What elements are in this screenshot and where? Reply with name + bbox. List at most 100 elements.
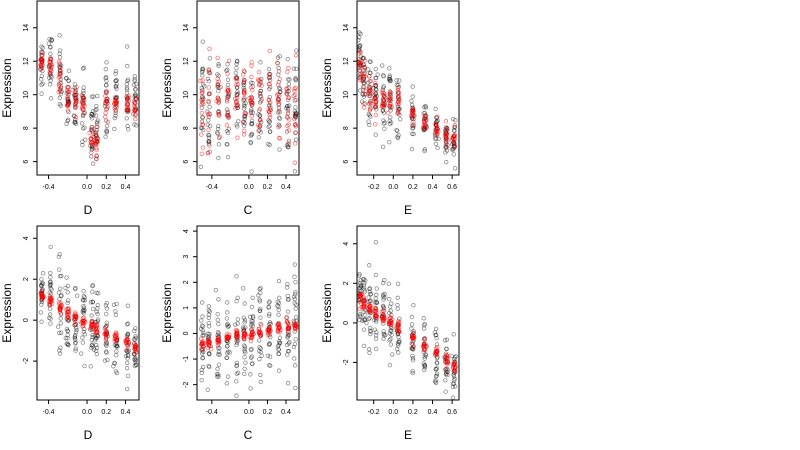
data-point-red (81, 102, 86, 107)
data-point-black (388, 77, 393, 82)
data-point-black (242, 371, 247, 377)
data-point-red (206, 67, 211, 72)
data-point-black (286, 142, 291, 148)
data-point-black (373, 300, 379, 305)
data-point-black (48, 321, 53, 326)
data-point-black (292, 262, 298, 267)
x-tick-label: 0.4 (281, 184, 291, 191)
data-point-black (257, 128, 262, 133)
data-point-black (375, 72, 380, 77)
data-point-black (199, 125, 205, 131)
data-point-black (256, 293, 261, 298)
data-point-black (48, 45, 53, 50)
data-point-black (358, 284, 364, 290)
data-point-black (125, 123, 130, 129)
data-point-red (40, 295, 45, 300)
data-point-black (267, 321, 272, 327)
data-point-black (227, 350, 232, 355)
data-point-red (368, 303, 373, 309)
data-point-red (388, 320, 394, 326)
data-point-red (133, 116, 138, 122)
data-point-black (411, 329, 416, 334)
data-point-black (93, 108, 98, 113)
data-point-black (226, 126, 232, 132)
data-point-red (291, 320, 297, 325)
data-point-black (48, 244, 53, 250)
data-point-black (395, 341, 401, 347)
data-point-black (124, 44, 130, 49)
data-point-black (113, 78, 119, 84)
data-point-black (293, 337, 298, 342)
data-point-black (125, 63, 130, 69)
data-point-black (423, 105, 429, 110)
data-point-black (73, 285, 78, 291)
data-point-black (216, 123, 221, 129)
data-point-red (292, 88, 297, 94)
data-point-black (224, 380, 230, 386)
data-point-black (381, 331, 386, 337)
y-tick-label: -2 (183, 381, 190, 387)
data-point-red (205, 338, 211, 343)
data-point-black (48, 51, 53, 56)
data-point-black (276, 65, 281, 71)
data-point-black (200, 88, 205, 93)
data-point-black (81, 305, 87, 310)
data-point-black (48, 316, 53, 321)
data-point-red (396, 108, 401, 113)
data-point-black (381, 329, 386, 334)
data-point-black (443, 378, 448, 383)
data-point-red (422, 344, 427, 349)
data-point-black (276, 278, 282, 284)
data-point-black (389, 332, 394, 338)
data-point-red (56, 300, 62, 305)
data-point-black (257, 356, 262, 362)
data-point-red (81, 107, 86, 112)
data-point-black (373, 346, 379, 352)
data-point-red (207, 70, 212, 75)
data-point-red (284, 315, 289, 321)
data-point-black (104, 343, 109, 349)
data-point-black (104, 306, 110, 311)
data-point-black (276, 342, 282, 348)
data-point-red (125, 109, 130, 115)
data-point-black (49, 37, 54, 42)
data-point-black (243, 350, 248, 355)
data-point-black (123, 354, 129, 359)
data-point-black (114, 301, 119, 307)
data-point-black (234, 59, 240, 64)
data-point-black (104, 78, 109, 84)
data-point-black (132, 328, 137, 334)
data-point-red (284, 319, 289, 325)
data-point-red (240, 72, 246, 77)
y-tick-label: 6 (23, 160, 30, 164)
data-point-black (293, 114, 298, 119)
data-point-black (66, 298, 71, 303)
data-point-red (259, 83, 264, 88)
data-point-black (201, 333, 207, 338)
data-point-red (380, 96, 386, 102)
data-point-black (409, 102, 415, 108)
data-point-black (382, 126, 387, 131)
data-point-red (234, 328, 240, 334)
y-tick-label: 0 (183, 331, 190, 335)
data-point-black (382, 295, 387, 300)
data-point-red (225, 88, 231, 93)
data-point-black (360, 92, 366, 97)
data-point-black (225, 374, 231, 379)
data-point-black (367, 263, 372, 268)
data-point-black (39, 319, 44, 324)
data-point-red (207, 143, 212, 148)
data-point-black (367, 122, 372, 128)
data-point-red (267, 82, 272, 87)
data-point-red (357, 306, 362, 312)
data-point-black (206, 363, 211, 369)
data-point-red (372, 80, 378, 86)
data-point-black (433, 106, 438, 112)
data-point-black (82, 125, 87, 130)
data-point-black (277, 109, 282, 115)
data-point-black (285, 309, 291, 314)
data-point-red (73, 100, 79, 105)
data-point-red (275, 60, 280, 66)
data-point-black (435, 145, 440, 151)
data-point-black (410, 370, 415, 376)
